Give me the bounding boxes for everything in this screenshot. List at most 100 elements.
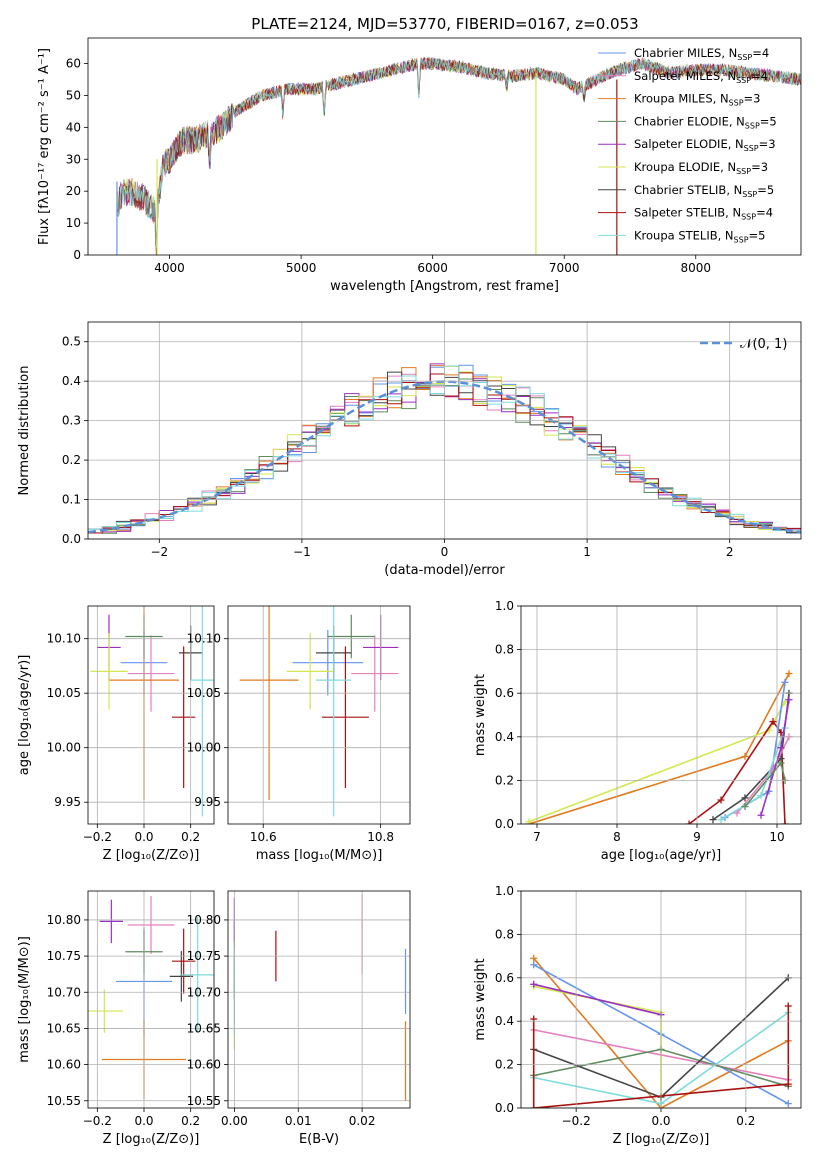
axes-frame — [520, 890, 802, 1109]
x-tick-label: 1 — [583, 545, 591, 559]
legend-label: Kroupa STELIB, NSSP=5 — [634, 228, 765, 244]
y-axis-label: mass [log₁₀(M/M⊙)] — [17, 936, 32, 1063]
spectrum-line-chabrier_miles — [116, 56, 801, 255]
weight-marker-chabrier_miles — [784, 1100, 792, 1108]
y-tick-label: 10.00 — [47, 741, 81, 755]
y-axis-label: age [log₁₀(age/yr)] — [17, 655, 32, 776]
x-tick-label: 0 — [441, 545, 449, 559]
legend-label: Salpeter ELODIE, NSSP=3 — [634, 137, 776, 153]
x-axis-label: mass [log₁₀(M/M⊙)] — [256, 848, 383, 863]
y-tick-label: 10.00 — [187, 741, 221, 755]
legend-label: Salpeter STELIB, NSSP=4 — [634, 206, 773, 222]
weight-marker-kroupa_stelib — [717, 816, 725, 824]
panel-age-vs-z: −0.2 0.0 0.2 9.95 10.00 10.05 10.10 Z [log₁₀(Z/… — [17, 605, 215, 863]
weight-marker-kroupa_elodie — [525, 818, 533, 824]
y-axis-label: mass weight — [473, 958, 488, 1040]
weight-marker-chabrier_miles — [781, 678, 789, 686]
x-tick-label: 4000 — [154, 261, 185, 275]
x-tick-label: −0.2 — [83, 830, 112, 844]
weight-marker-salpeter_stelib — [781, 820, 789, 824]
panel-spectrum: 4000 5000 6000 7000 8000 0 10 20 30 40 50 60 wavelen… — [37, 37, 802, 294]
x-tick-label: −2 — [150, 545, 168, 559]
x-axis-label: age [log₁₀(age/yr)] — [601, 848, 722, 863]
y-axis-label: mass weight — [473, 674, 488, 756]
y-tick-label: 0.6 — [495, 686, 514, 700]
weight-marker-chabrier_stelib — [741, 794, 749, 802]
x-axis-label: Z [log₁₀(Z/Z⊙)] — [103, 1132, 200, 1147]
x-axis-label: E(B-V) — [299, 1132, 339, 1147]
panel-age-vs-mass: 10.6 10.8 9.95 10.00 10.05 10.10 mass [log₁₀(M… — [187, 605, 411, 863]
legend-label: Kroupa MILES, NSSP=3 — [634, 92, 760, 108]
x-axis-label: Z [log₁₀(Z/Z⊙)] — [613, 1132, 710, 1147]
y-tick-label: 10.55 — [187, 1094, 221, 1108]
y-tick-label: 0.0 — [62, 532, 81, 546]
x-tick-label: 7 — [533, 830, 541, 844]
y-tick-label: 0.8 — [495, 643, 514, 657]
x-tick-label: 0.2 — [181, 830, 200, 844]
y-axis-label: Flux [fλ10⁻¹⁷ erg cm⁻² s⁻¹ A⁻¹] — [37, 48, 52, 245]
y-tick-label: 10.10 — [47, 632, 81, 646]
plot-area — [233, 894, 407, 1101]
plot-area — [239, 606, 399, 817]
legend-label: 𝒩(0, 1) — [740, 337, 787, 352]
x-tick-label: 8000 — [680, 261, 711, 275]
legend-label: Chabrier STELIB, NSSP=5 — [634, 183, 774, 199]
y-tick-label: 10.70 — [187, 985, 221, 999]
weight-marker-kroupa_stelib — [757, 792, 765, 800]
panel-mass-weight-vs-age: 7 8 9 10 0.0 0.2 0.4 0.6 0.8 1.0 age [log₁₀(age/yr… — [473, 599, 802, 863]
y-tick-label: 30 — [66, 152, 81, 166]
axes-frame — [227, 890, 411, 1109]
panel-residuals: −2 −1 0 1 2 0.0 0.1 0.2 0.3 0.4 0.5 (data-model)/er… — [17, 321, 802, 578]
x-tick-label: 2 — [726, 545, 734, 559]
weight-marker-salpeter_stelib — [530, 1104, 538, 1108]
axes-frame — [227, 605, 411, 825]
figure-title: PLATE=2124, MJD=53770, FIBERID=0167, z=0… — [251, 15, 638, 33]
weight-marker-salpeter_elodie — [785, 696, 793, 704]
x-tick-label: 0.2 — [736, 1114, 755, 1128]
x-axis-label: (data-model)/error — [384, 563, 505, 578]
y-tick-label: 10.55 — [47, 1094, 81, 1108]
x-tick-label: 0.0 — [651, 1114, 670, 1128]
weight-marker-salpeter_stelib — [784, 1080, 792, 1088]
weight-marker-salpeter_elodie — [757, 811, 765, 819]
x-tick-label: 0.02 — [349, 1114, 376, 1128]
weight-marker-chabrier_elodie — [777, 759, 785, 767]
panel-mass-vs-ebv: 0.00 0.01 0.02 10.55 10.60 10.65 10.70 10.75 10.… — [187, 890, 411, 1147]
weight-marker-salpeter_elodie — [530, 980, 538, 988]
y-tick-label: 60 — [66, 57, 81, 71]
x-tick-label: −0.2 — [83, 1114, 112, 1128]
y-tick-label: 10.65 — [47, 1021, 81, 1035]
x-tick-label: 6000 — [417, 261, 448, 275]
legend-label: Chabrier ELODIE, NSSP=5 — [634, 114, 777, 130]
y-tick-label: 1.0 — [495, 599, 514, 613]
y-tick-label: 0.4 — [62, 374, 81, 388]
weight-line-salpeter_elodie — [533, 983, 662, 1016]
plot-area — [525, 670, 793, 824]
axes-frame — [520, 605, 802, 825]
y-tick-label: 0.0 — [495, 1101, 514, 1115]
y-tick-label: 10 — [66, 216, 81, 230]
y-tick-label: 10.80 — [187, 913, 221, 927]
y-tick-label: 10.75 — [47, 949, 81, 963]
x-tick-label: 5000 — [286, 261, 317, 275]
y-tick-label: 0.8 — [495, 927, 514, 941]
x-tick-label: 10.6 — [250, 830, 277, 844]
y-tick-label: 40 — [66, 120, 81, 134]
y-tick-label: 10.65 — [187, 1021, 221, 1035]
weight-marker-chabrier_stelib — [709, 816, 717, 824]
y-tick-label: 10.70 — [47, 985, 81, 999]
y-tick-label: 10.75 — [187, 949, 221, 963]
y-tick-label: 10.80 — [47, 913, 81, 927]
axes-frame — [87, 605, 215, 825]
y-tick-label: 0.3 — [62, 414, 81, 428]
y-tick-label: 0.2 — [495, 773, 514, 787]
y-tick-label: 10.60 — [47, 1058, 81, 1072]
panels: 4000 5000 6000 7000 80000102030405060wavelen… — [17, 37, 802, 1147]
weight-marker-chabrier_elodie — [741, 803, 749, 811]
y-tick-label: 1.0 — [495, 884, 514, 898]
y-tick-label: 20 — [66, 184, 81, 198]
x-tick-label: 0.01 — [285, 1114, 312, 1128]
y-tick-label: 10.05 — [187, 686, 221, 700]
y-tick-label: 0.2 — [62, 453, 81, 467]
